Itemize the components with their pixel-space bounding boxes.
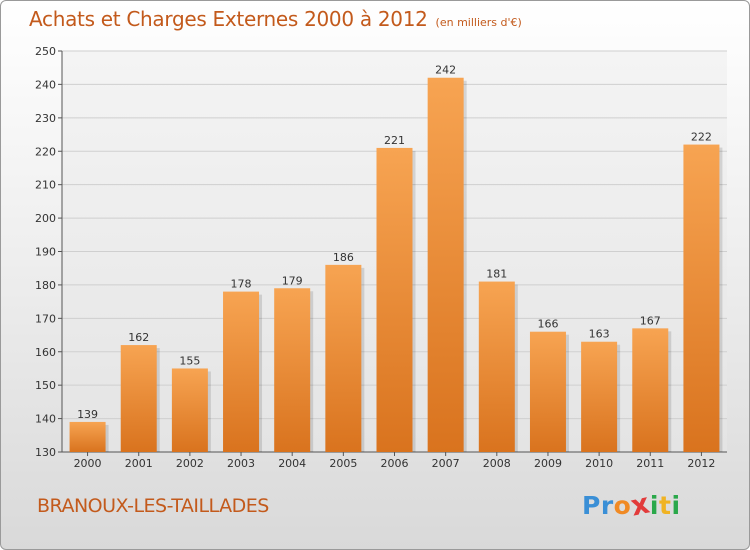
- x-tick-label: 2000: [74, 457, 102, 470]
- y-tick-label: 180: [35, 279, 56, 292]
- data-label: 163: [589, 328, 610, 341]
- bar: [274, 288, 311, 452]
- data-label: 221: [384, 134, 405, 147]
- x-tick-label: 2008: [483, 457, 511, 470]
- y-tick-label: 130: [35, 446, 56, 459]
- y-tick-label: 250: [35, 45, 56, 58]
- y-tick-label: 220: [35, 145, 56, 158]
- x-tick-label: 2004: [278, 457, 306, 470]
- x-tick-label: 2007: [432, 457, 460, 470]
- title-text: Achats et Charges Externes 2000 à 2012: [29, 7, 428, 31]
- bar: [581, 341, 618, 452]
- y-tick-label: 200: [35, 212, 56, 225]
- bar: [171, 368, 208, 452]
- logo-letter: o: [613, 491, 632, 520]
- y-tick-label: 190: [35, 246, 56, 259]
- x-tick-label: 2009: [534, 457, 562, 470]
- logo-letter: P: [582, 491, 601, 520]
- x-tick-label: 2003: [227, 457, 255, 470]
- bar: [632, 328, 669, 452]
- logo-letter: i: [671, 491, 681, 520]
- bar: [683, 144, 720, 453]
- bar: [529, 331, 566, 452]
- data-label: 222: [691, 131, 712, 144]
- x-tick-label: 2011: [636, 457, 664, 470]
- bar: [325, 264, 362, 452]
- place-name: BRANOUX-LES-TAILLADES: [37, 495, 269, 517]
- x-tick-label: 2002: [176, 457, 204, 470]
- data-label: 242: [435, 64, 456, 77]
- bar: [376, 147, 413, 453]
- data-label: 162: [128, 331, 149, 344]
- x-tick-label: 2006: [381, 457, 409, 470]
- bar: [478, 281, 515, 452]
- logo-letter: i: [649, 491, 659, 520]
- data-label: 186: [333, 251, 354, 264]
- y-tick-label: 150: [35, 379, 56, 392]
- bar: [69, 421, 106, 452]
- data-label: 179: [282, 274, 303, 287]
- y-tick-label: 230: [35, 112, 56, 125]
- x-tick-label: 2010: [585, 457, 613, 470]
- proxiti-logo: Proxiti: [582, 486, 681, 522]
- y-tick-label: 170: [35, 312, 56, 325]
- x-tick-label: 2001: [125, 457, 153, 470]
- logo-letter: t: [659, 491, 672, 520]
- y-tick-label: 240: [35, 78, 56, 91]
- data-label: 155: [179, 354, 200, 367]
- logo-letter: r: [600, 491, 614, 520]
- bar: [120, 345, 157, 452]
- data-label: 139: [77, 408, 98, 421]
- y-tick-label: 140: [35, 413, 56, 426]
- data-label: 181: [486, 268, 507, 281]
- x-tick-label: 2012: [687, 457, 715, 470]
- chart-title: Achats et Charges Externes 2000 à 2012 (e…: [29, 7, 522, 31]
- data-label: 167: [640, 314, 661, 327]
- data-label: 166: [537, 318, 558, 331]
- bar: [427, 77, 464, 452]
- data-label: 178: [231, 278, 252, 291]
- y-tick-label: 210: [35, 179, 56, 192]
- y-tick-label: 160: [35, 346, 56, 359]
- unit-label: (en milliers d'€): [435, 16, 522, 29]
- x-tick-label: 2005: [329, 457, 357, 470]
- bar: [223, 291, 260, 452]
